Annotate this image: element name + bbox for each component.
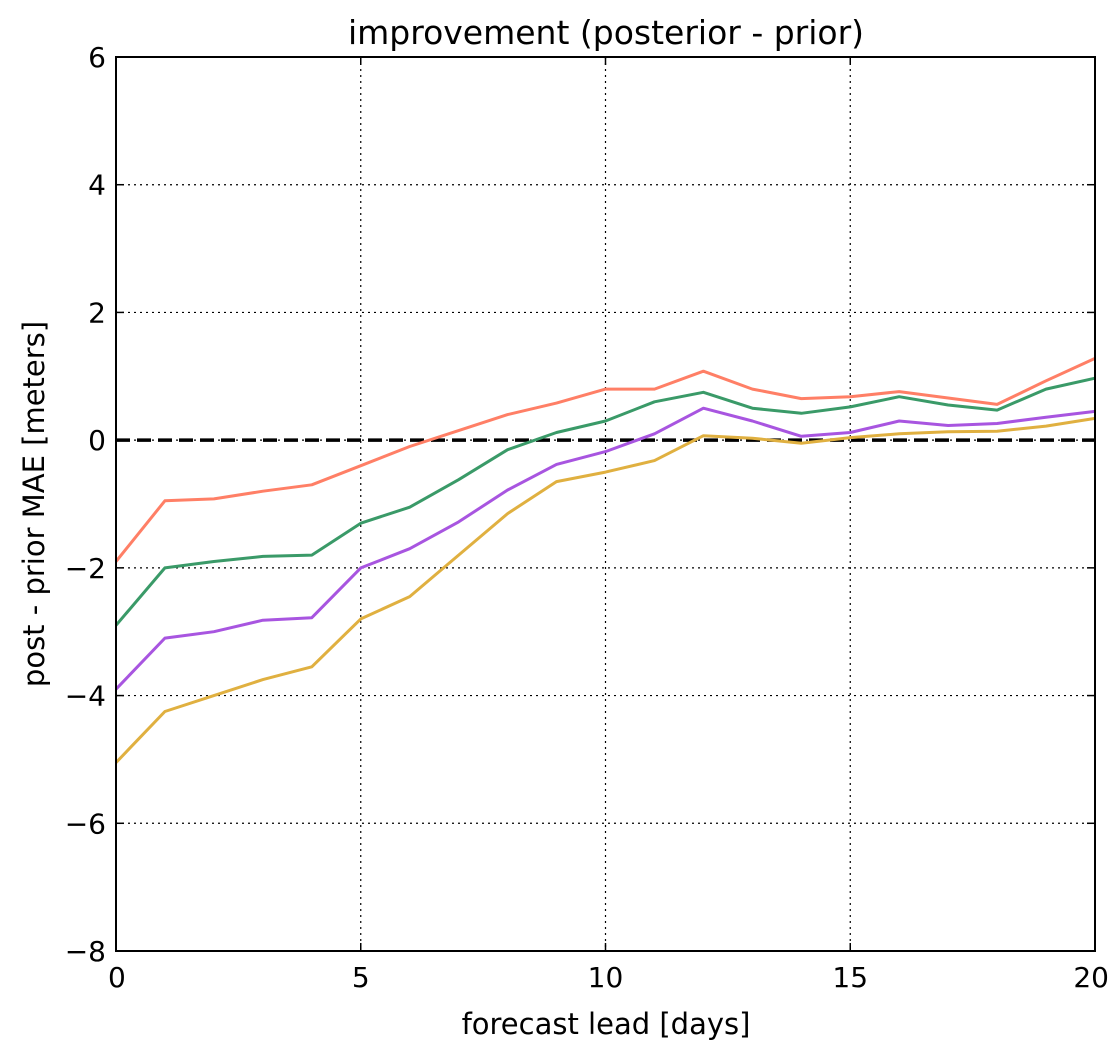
series-group xyxy=(114,357,1096,764)
x-axis-title: forecast lead [days] xyxy=(462,1007,751,1041)
y-tick-label: 0 xyxy=(88,424,106,457)
chart-title: improvement (posterior - prior) xyxy=(348,13,864,52)
y-tick-label: 2 xyxy=(88,296,106,329)
series-line-4 xyxy=(114,416,1096,764)
x-tick-label: 15 xyxy=(832,961,868,994)
tick-labels: 0 5 10 15 20 −8 −6 −4 −2 0 2 4 6 xyxy=(65,41,1109,994)
y-tick-label: −4 xyxy=(65,680,106,713)
y-tick-label: 4 xyxy=(88,169,106,202)
y-axis-title: post - prior MAE [meters] xyxy=(17,321,51,687)
x-tick-label: 20 xyxy=(1073,961,1109,994)
ticks xyxy=(115,56,1096,952)
y-tick-label: −6 xyxy=(65,807,106,840)
plot-frame xyxy=(115,56,1096,952)
grid xyxy=(116,57,1095,951)
y-tick-label: −8 xyxy=(65,935,106,968)
x-tick-label: 10 xyxy=(588,961,624,994)
x-tick-label: 5 xyxy=(352,961,370,994)
x-tick-label: 0 xyxy=(108,961,126,994)
series-line-2 xyxy=(114,376,1096,627)
series-line-1 xyxy=(114,357,1096,563)
series-line-3 xyxy=(114,406,1096,691)
y-tick-label: −2 xyxy=(65,552,106,585)
y-tick-label: 6 xyxy=(88,41,106,74)
